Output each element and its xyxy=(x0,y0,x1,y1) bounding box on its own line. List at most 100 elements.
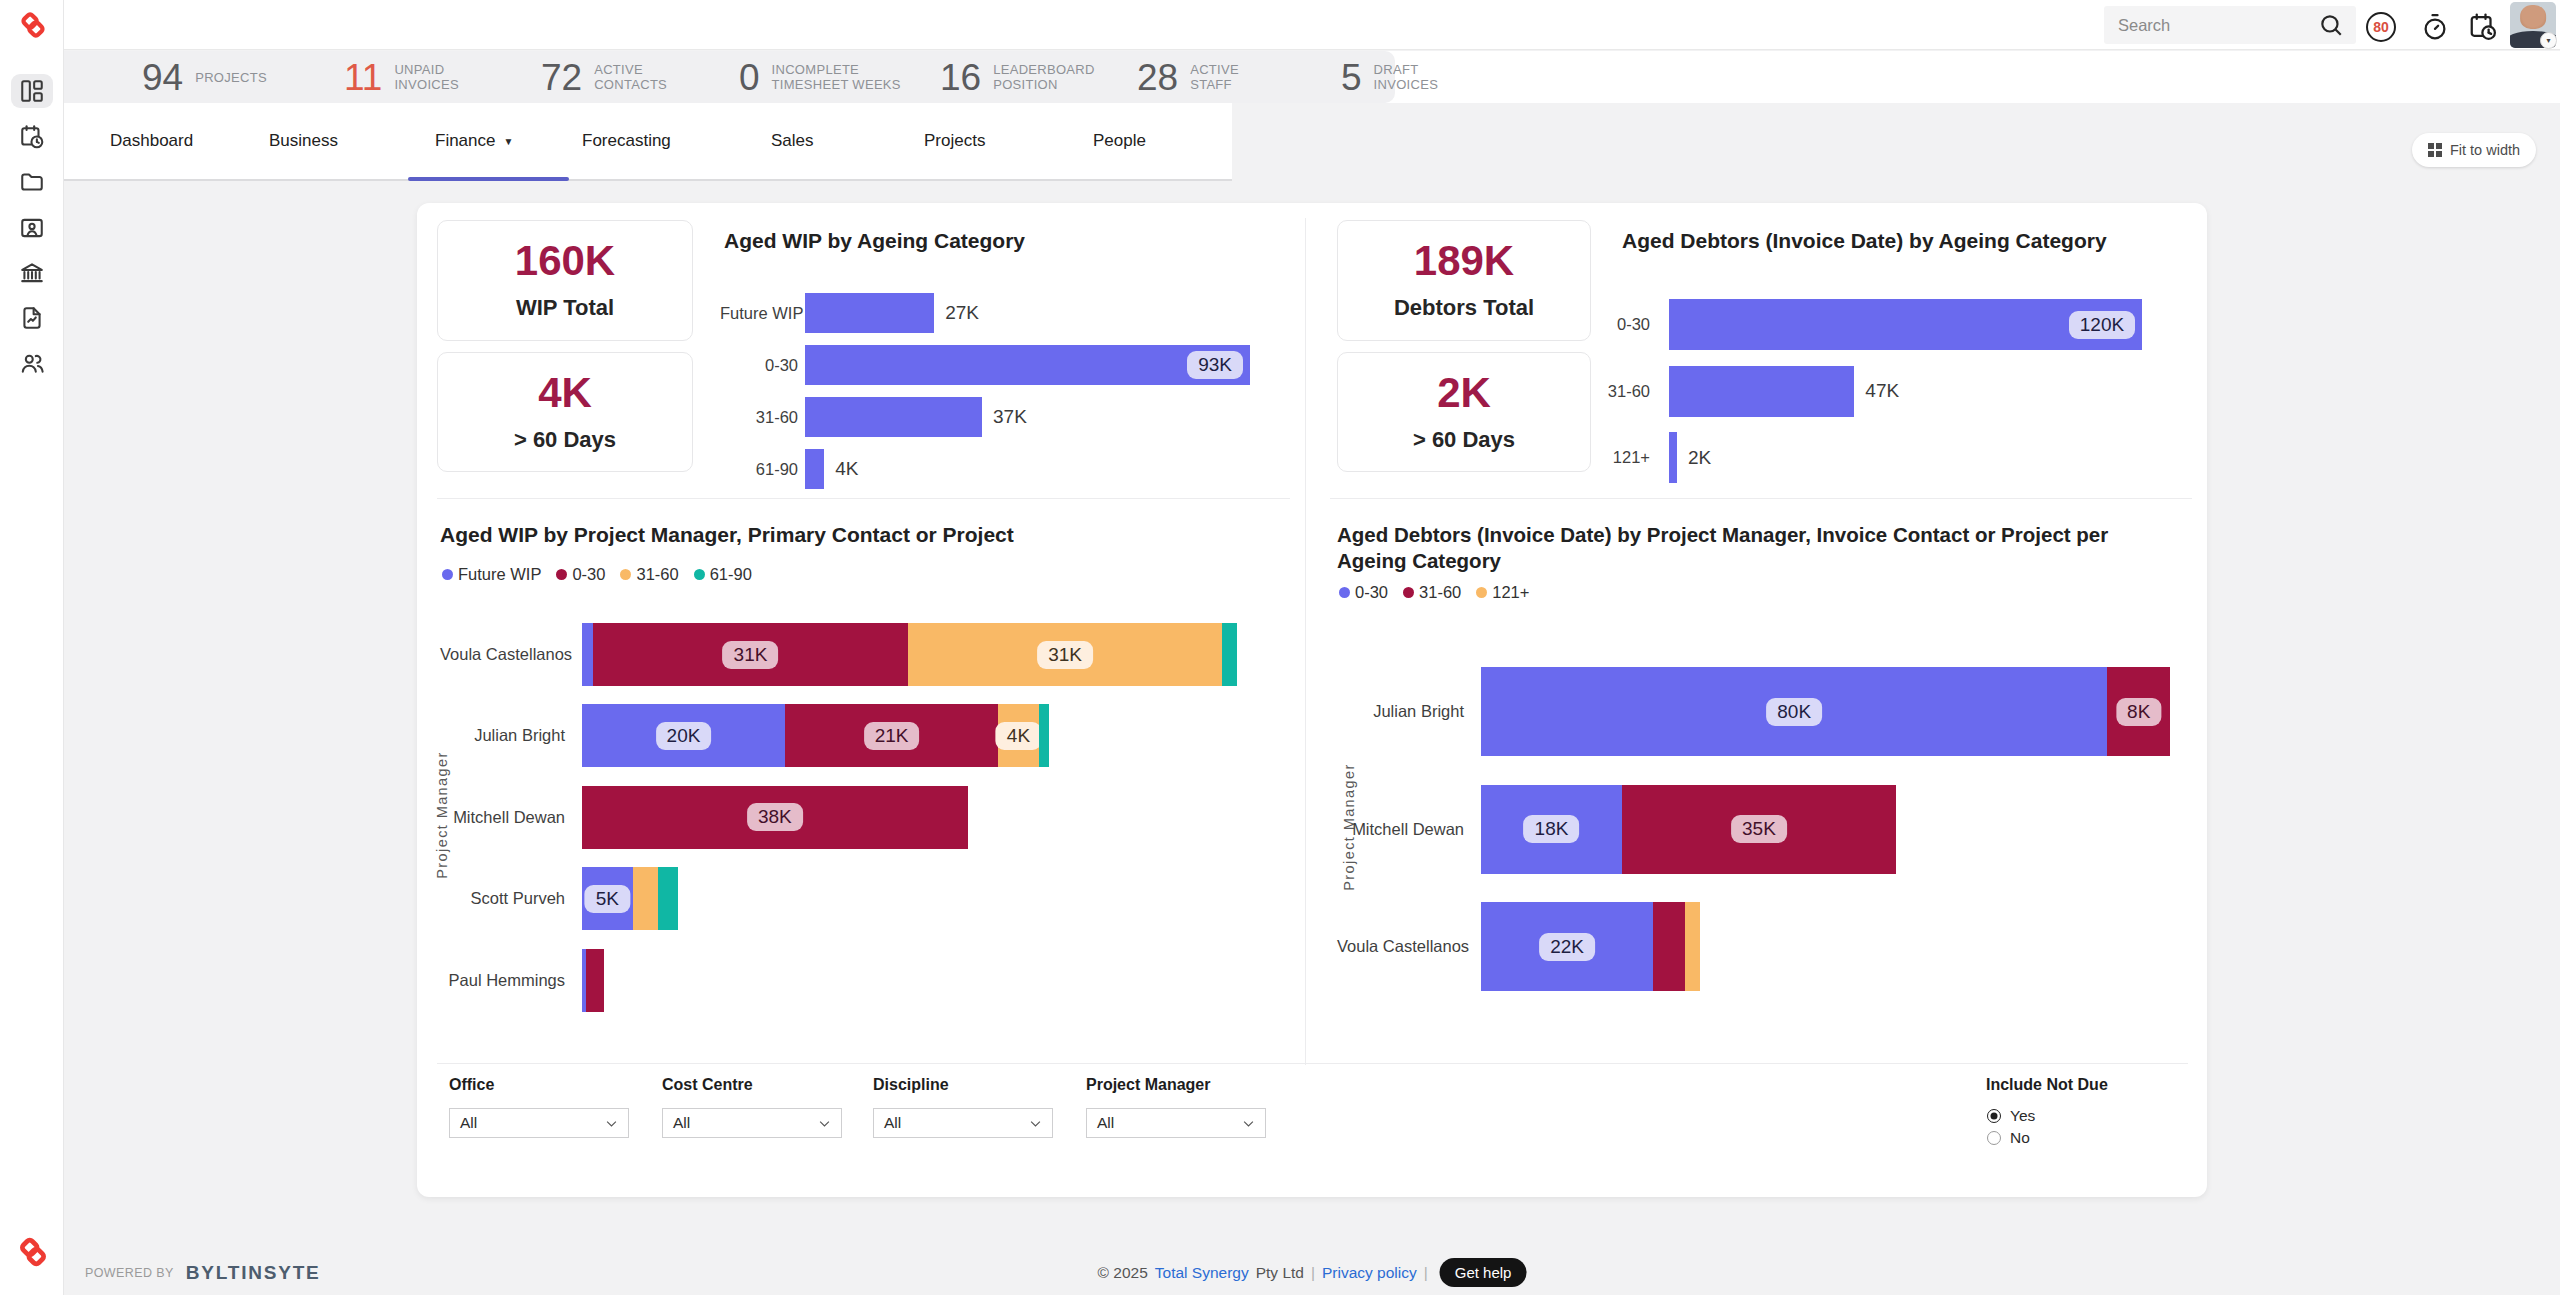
segment-blue[interactable]: 5K xyxy=(582,867,633,930)
bar-0-30[interactable]: 93K xyxy=(805,345,1250,385)
tab-sales[interactable]: Sales xyxy=(771,103,814,179)
segment-crimson[interactable]: 38K xyxy=(582,786,968,849)
footer-logo xyxy=(14,1233,52,1271)
value-label: 35K xyxy=(1731,815,1787,843)
kpi-card-wip-total[interactable]: 160KWIP Total xyxy=(437,220,693,341)
stat-label: INCOMPLETETIMESHEET WEEKS xyxy=(772,62,901,92)
segment-crimson[interactable]: 21K xyxy=(785,704,998,767)
radio-circle[interactable] xyxy=(1987,1131,2001,1145)
bar-future-wip[interactable] xyxy=(805,293,934,333)
filter-select-office[interactable]: All xyxy=(449,1108,629,1138)
footer-links: © 2025 Total Synergy Pty Ltd | Privacy p… xyxy=(1098,1258,1527,1287)
tab-forecasting[interactable]: Forecasting xyxy=(582,103,671,179)
kpi-label: WIP Total xyxy=(516,295,614,321)
people-icon[interactable] xyxy=(19,350,45,376)
radio-no[interactable]: No xyxy=(1987,1129,2030,1147)
legend-item-31-60[interactable]: 31-60 xyxy=(1403,583,1461,602)
legend-item-future-wip[interactable]: Future WIP xyxy=(442,565,541,584)
bar-31-60[interactable] xyxy=(805,397,982,437)
segment-crimson[interactable]: 31K xyxy=(593,623,908,686)
legend-dot xyxy=(1403,587,1414,598)
segment-orange[interactable] xyxy=(633,867,658,930)
layout-dashboard-icon[interactable] xyxy=(19,78,45,104)
avatar-chevron-icon[interactable]: ▾ xyxy=(2540,32,2557,49)
category-label: 121+ xyxy=(1600,448,1650,467)
tab-finance[interactable]: Finance▼ xyxy=(435,103,513,179)
chart-row-31-60: 31-6037K xyxy=(720,397,1298,437)
legend-item-61-90[interactable]: 61-90 xyxy=(694,565,752,584)
filter-select-project-manager[interactable]: All xyxy=(1086,1108,1266,1138)
bar-31-60[interactable] xyxy=(1669,366,1854,417)
filter-select-discipline[interactable]: All xyxy=(873,1108,1053,1138)
app-logo[interactable] xyxy=(16,8,50,42)
bar-121-[interactable] xyxy=(1669,432,1677,483)
byltinsyte-logo[interactable]: BYLTINSYTE xyxy=(186,1262,321,1284)
kpi-card--60-days[interactable]: 4K> 60 Days xyxy=(437,352,693,472)
bank-icon[interactable] xyxy=(19,260,45,286)
segment-orange[interactable]: 4K xyxy=(998,704,1039,767)
legend-item-0-30[interactable]: 0-30 xyxy=(556,565,605,584)
tab-people[interactable]: People xyxy=(1093,103,1146,179)
folder-icon[interactable] xyxy=(19,169,45,195)
fit-to-width-label: Fit to width xyxy=(2450,142,2520,158)
legend-item-121-[interactable]: 121+ xyxy=(1476,583,1529,602)
segment-blue[interactable]: 22K xyxy=(1481,902,1653,991)
bar-0-30[interactable]: 120K xyxy=(1669,299,2142,350)
segment-blue[interactable]: 80K xyxy=(1481,667,2107,756)
stat-label: PROJECTS xyxy=(195,70,267,85)
tab-dashboard[interactable]: Dashboard xyxy=(110,103,193,179)
segment-orange[interactable]: 31K xyxy=(908,623,1223,686)
kpi-card--60-days[interactable]: 2K > 60 Days xyxy=(1337,352,1591,472)
segment-orange[interactable] xyxy=(1685,902,1701,991)
kpi-value: 2K xyxy=(1437,372,1491,414)
stat-incomplete-timesheet-weeks[interactable]: 0INCOMPLETETIMESHEET WEEKS xyxy=(739,51,901,103)
segment-crimson[interactable]: 35K xyxy=(1622,785,1896,874)
radio-yes[interactable]: Yes xyxy=(1987,1107,2035,1125)
kpi-card-debtors-total[interactable]: 189KDebtors Total xyxy=(1337,220,1591,341)
value-label: 38K xyxy=(747,803,803,831)
stat-active-contacts[interactable]: 72ACTIVECONTACTS xyxy=(541,51,667,103)
kpi-label: > 60 Days xyxy=(1413,427,1515,453)
segment-teal[interactable] xyxy=(658,867,678,930)
segment-crimson[interactable]: 8K xyxy=(2107,667,2170,756)
privacy-policy-link[interactable]: Privacy policy xyxy=(1322,1264,1417,1282)
segment-blue[interactable]: 18K xyxy=(1481,785,1622,874)
calendar-clock-icon[interactable] xyxy=(2468,12,2498,42)
stat-draft-invoices[interactable]: 5DRAFTINVOICES xyxy=(1341,51,1438,103)
legend-item-31-60[interactable]: 31-60 xyxy=(620,565,678,584)
segment-crimson[interactable] xyxy=(1653,902,1684,991)
tab-projects[interactable]: Projects xyxy=(924,103,985,179)
timer-icon[interactable] xyxy=(2420,12,2450,42)
value-label: 37K xyxy=(993,406,1027,428)
separator: | xyxy=(1311,1264,1315,1282)
search-input[interactable]: Search xyxy=(2104,6,2356,44)
report-file-icon[interactable] xyxy=(19,305,45,331)
segment-teal[interactable] xyxy=(1039,704,1049,767)
legend-item-0-30[interactable]: 0-30 xyxy=(1339,583,1388,602)
tab-business[interactable]: Business xyxy=(269,103,338,179)
fit-to-width-button[interactable]: Fit to width xyxy=(2412,133,2536,167)
bar-61-90[interactable] xyxy=(805,449,824,489)
segment-blue[interactable] xyxy=(582,623,593,686)
search-icon[interactable] xyxy=(2318,12,2344,38)
segment-crimson[interactable] xyxy=(586,949,604,1012)
chart-1: Aged WIP by Ageing CategoryFuture WIP27K… xyxy=(720,224,1298,254)
value-label: 20K xyxy=(656,722,712,750)
stat-active-staff[interactable]: 28ACTIVESTAFF xyxy=(1137,51,1239,103)
stat-leaderboard-position[interactable]: 16LEADERBOARDPOSITION xyxy=(940,51,1095,103)
company-link[interactable]: Total Synergy xyxy=(1155,1264,1249,1282)
segment-blue[interactable]: 20K xyxy=(582,704,785,767)
stat-unpaid-invoices[interactable]: 11UNPAIDINVOICES xyxy=(344,51,459,103)
company-suffix: Pty Ltd xyxy=(1256,1264,1304,1282)
contact-card-icon[interactable] xyxy=(19,215,45,241)
radio-circle[interactable] xyxy=(1987,1109,2001,1123)
filter-select-cost-centre[interactable]: All xyxy=(662,1108,842,1138)
section-divider-vertical xyxy=(1305,218,1306,1065)
get-help-button[interactable]: Get help xyxy=(1440,1258,1527,1287)
segment-teal[interactable] xyxy=(1222,623,1236,686)
notification-badge[interactable]: 80 xyxy=(2366,12,2396,42)
calendar-clock-icon[interactable] xyxy=(19,124,45,150)
chart-title: Aged Debtors (Invoice Date) by Project M… xyxy=(1337,522,2157,574)
stat-projects[interactable]: 94PROJECTS xyxy=(142,51,267,103)
sidebar xyxy=(0,0,64,1295)
